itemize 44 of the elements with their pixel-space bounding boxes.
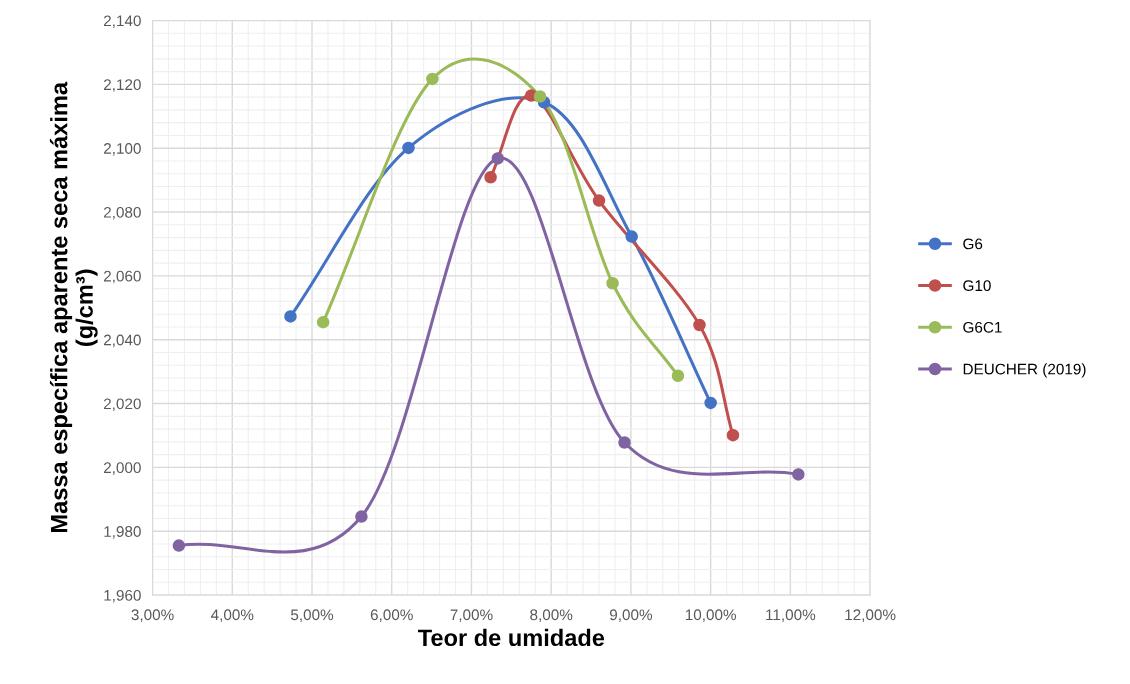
point <box>693 318 706 332</box>
x-tick-label: 12,00% <box>845 609 896 622</box>
y-tick-label: 2,080 <box>103 206 141 220</box>
point <box>671 369 685 383</box>
y-tick-label: 2,020 <box>103 398 141 412</box>
point <box>704 396 717 410</box>
y-tick-label: 2,040 <box>103 334 141 348</box>
point <box>316 315 330 329</box>
y-tick-label: 2,140 <box>103 15 141 29</box>
legend-label: DEUCHER (2019) <box>963 363 1086 378</box>
y-tick-label: 2,060 <box>103 270 141 284</box>
x-tick-label: 6,00% <box>370 609 413 622</box>
legend-label: G10 <box>963 280 991 292</box>
point <box>484 170 497 184</box>
x-tick-label: 10,00% <box>685 609 737 622</box>
point <box>402 141 415 155</box>
point <box>625 230 638 243</box>
y-axis-title: Massa específica aparente seca máxima (g/cm³) <box>49 81 98 532</box>
point <box>792 468 805 481</box>
x-tick-label: 3,00% <box>131 609 174 622</box>
point <box>284 310 297 323</box>
point <box>533 90 547 103</box>
y-tick-label: 1,980 <box>104 526 141 539</box>
point <box>355 510 368 523</box>
x-tick-label: 11,00% <box>766 609 816 622</box>
y-tick-label: 2,120 <box>103 79 141 92</box>
x-axis-title: Teor de umidade <box>418 628 605 647</box>
x-tick-label: 8,00% <box>530 609 573 622</box>
y-tick-label: 2,000 <box>103 462 141 475</box>
x-tick-label: 7,00% <box>450 609 493 622</box>
point <box>172 539 186 552</box>
point <box>726 428 740 442</box>
point <box>426 72 439 86</box>
y-tick-label: 1,960 <box>104 589 141 603</box>
x-tick-label: 5,00% <box>290 609 334 622</box>
point <box>618 436 631 449</box>
point <box>606 276 619 290</box>
point <box>592 194 606 207</box>
point <box>491 152 505 165</box>
x-tick-label: 9,00% <box>609 609 653 622</box>
legend-label: G6 <box>963 238 983 250</box>
y-tick-label: 2,100 <box>103 143 141 156</box>
x-tick-label: 4,00% <box>210 609 254 622</box>
legend-label: G6C1 <box>963 321 1002 333</box>
